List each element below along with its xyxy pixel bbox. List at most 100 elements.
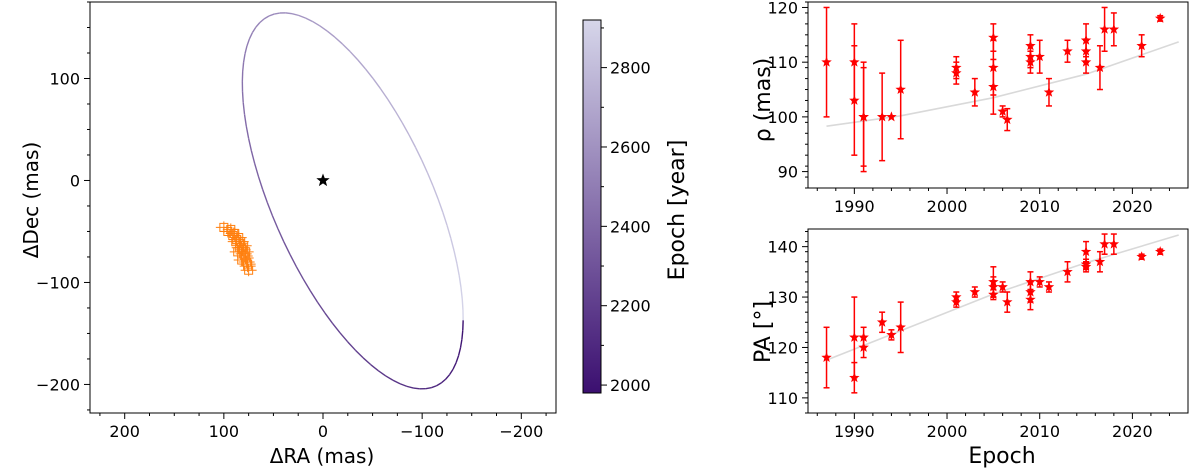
rho-data-point: [895, 84, 906, 94]
orbit-segment: [298, 14, 306, 19]
orbit-segment: [372, 78, 382, 90]
orbit-segment: [251, 26, 257, 34]
orbit-segment: [262, 189, 269, 203]
orbit-y-tick-label: −100: [36, 273, 80, 292]
orbit-segment: [331, 322, 341, 334]
orbit-segment: [452, 362, 457, 370]
colorbar-tick-label: 2400: [610, 217, 651, 236]
orbit-segment: [277, 228, 285, 243]
orbit-segment: [432, 185, 439, 200]
pa-data-point: [988, 289, 999, 299]
orbit-segment: [244, 45, 248, 55]
rho-x-tick-label: 2020: [1112, 197, 1153, 216]
orbit-segment: [449, 368, 454, 375]
orbit-segment: [377, 370, 387, 377]
colorbar-tick-label: 2000: [610, 376, 651, 395]
orbit-segment: [242, 102, 246, 115]
colorbar-tick-label: 2600: [610, 138, 651, 157]
rho-data-point: [1099, 23, 1110, 34]
orbit-y-axis-label: ΔDec (mas): [19, 142, 43, 259]
rho-data-point: [849, 94, 860, 105]
orbit-segment: [455, 355, 460, 364]
colorbar-tick-label: 2800: [610, 59, 651, 78]
pa-x-tick-label: 2020: [1112, 422, 1153, 441]
orbit-segment: [268, 13, 275, 17]
orbit-segment: [291, 12, 299, 17]
orbit-segment: [445, 374, 451, 380]
epoch-colorbar: 2000 2200 2400 2600 2800: [582, 19, 651, 395]
orbit-segment: [271, 215, 279, 230]
orbit-segment: [245, 125, 250, 139]
pa-plot: 1990 2000 2010 2020 110 120 130 140: [767, 228, 1189, 441]
orbit-segment: [450, 237, 455, 252]
pa-data-point: [1043, 281, 1055, 292]
orbit-segment: [399, 383, 408, 388]
orbit-x-tick-label: 200: [109, 422, 140, 441]
rho-data-point: [1043, 86, 1055, 97]
orbit-segment: [349, 51, 359, 61]
rho-data-point: [1080, 56, 1092, 67]
pa-data-point: [1108, 238, 1120, 249]
orbit-segment: [316, 301, 326, 314]
orbit-segment: [354, 349, 364, 359]
orbit-segment: [241, 91, 244, 103]
pa-data-point: [1154, 246, 1166, 257]
orbit-segment: [309, 290, 319, 303]
orbit-segment: [385, 375, 394, 381]
pa-data-point: [1080, 246, 1092, 257]
orbit-segment: [248, 32, 254, 40]
orbit-segment: [339, 332, 349, 343]
orbit-segment: [392, 379, 401, 385]
rho-data-point: [821, 56, 832, 67]
pa-data-point: [951, 296, 962, 307]
orbit-segment: [283, 241, 291, 255]
orbit-segment: [456, 263, 460, 276]
rho-data-point: [988, 81, 999, 92]
orbit-segment: [362, 357, 372, 366]
orbit-segment: [460, 287, 463, 300]
pa-model-line: [826, 234, 1179, 361]
pa-y-tick-label: 120: [767, 338, 798, 357]
orbit-segment: [243, 114, 247, 127]
orbit-segment: [295, 266, 304, 280]
orbit-segment: [436, 382, 442, 387]
orbit-segment: [426, 172, 434, 187]
rho-x-tick-label: 2000: [927, 197, 968, 216]
rho-plot: 1990 2000 2010 2020 90 100 110 120: [767, 0, 1189, 216]
rho-y-tick-label: 110: [767, 53, 798, 72]
colorbar-tick-label: 2200: [610, 297, 651, 316]
rho-data-point: [1094, 62, 1106, 73]
orbit-segment: [319, 25, 328, 32]
orbit-segment: [408, 134, 417, 148]
orbit-x-axis-label: ΔRA (mas): [270, 444, 375, 468]
pa-data-point: [1080, 261, 1092, 272]
rho-data-point: [1108, 23, 1120, 34]
rho-y-tick-label: 120: [767, 0, 798, 17]
observation-point: [229, 229, 239, 239]
orbit-segment: [242, 53, 246, 63]
observation-point: [235, 243, 245, 253]
orbit-segment: [453, 250, 458, 264]
orbit-segment: [437, 198, 444, 213]
orbit-plot: 200 100 0 −100 −200 100 0 −100 −200: [36, 1, 557, 441]
rho-plot-frame: [807, 1, 1189, 189]
pa-data-point: [895, 321, 906, 332]
rho-data-point: [988, 32, 999, 43]
pa-x-tick-label: 2010: [1019, 422, 1060, 441]
rho-x-tick-label: 2010: [1019, 197, 1060, 216]
observation-point: [244, 265, 254, 275]
orbit-segment: [312, 20, 321, 27]
orbit-segment: [241, 62, 245, 72]
orbit-segment: [334, 36, 343, 45]
pa-data-point: [1034, 276, 1045, 287]
pa-data-point: [849, 372, 860, 383]
pa-data-point: [997, 281, 1008, 292]
pa-data-point: [849, 331, 860, 342]
orbit-segment: [425, 386, 432, 390]
orbit-segment: [431, 385, 437, 389]
orbit-segment: [446, 225, 452, 239]
rho-data-point: [1025, 56, 1036, 67]
orbit-segment: [440, 378, 447, 384]
orbit-segment: [259, 18, 265, 24]
